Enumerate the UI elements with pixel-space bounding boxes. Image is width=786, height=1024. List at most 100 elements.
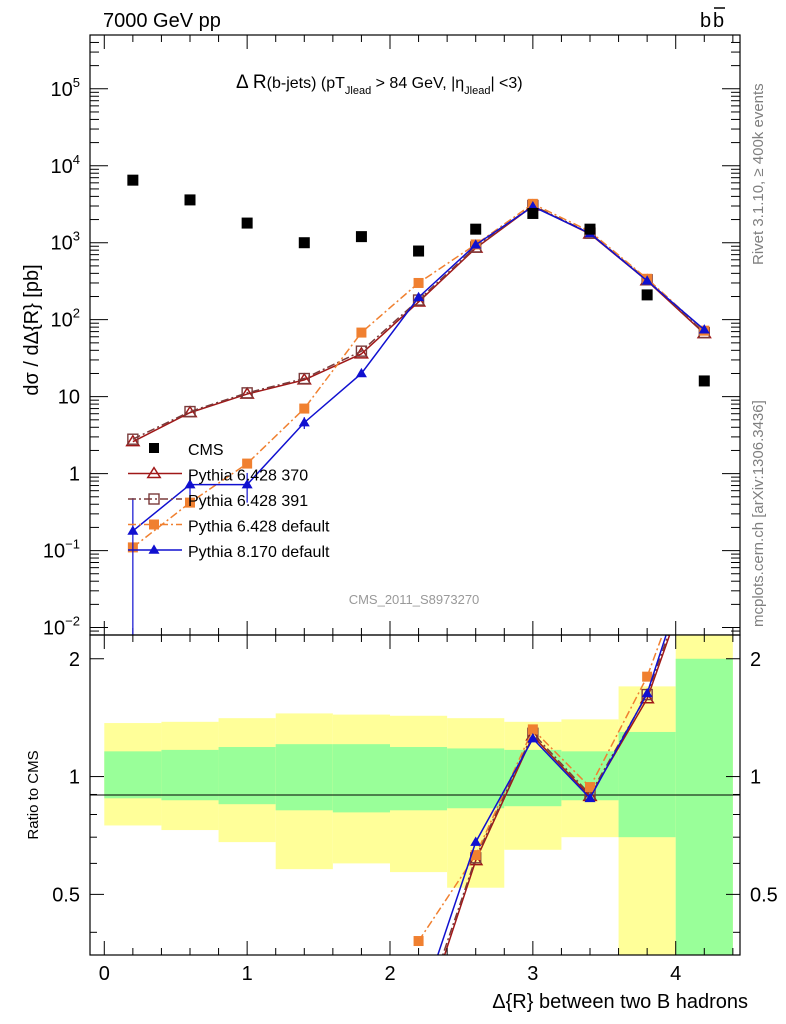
collision-label: 7000 GeV pp [103,10,221,32]
legend-entry: Pythia 6.428 391 [128,493,308,510]
x-tick-label: 3 [527,963,538,985]
legend-entry: Pythia 6.428 370 [128,466,308,485]
y-tick-label: 10−1 [43,537,80,563]
main-x-ticks [103,35,734,635]
y-tick-mantissa: 10 [43,618,65,640]
legend-entry: Pythia 8.170 default [128,544,330,561]
mcplots-label: mcplots.cern.ch [arXiv:1306.3436] [750,400,767,627]
ratio-line [443,635,671,955]
analysis-watermark: CMS_2011_S8973270 [349,592,480,607]
data-point [641,275,653,285]
series-pythia-6-428-370 [125,198,712,447]
data-point [355,345,368,357]
ratio-point [641,687,653,698]
stat-uncertainty-band [332,744,390,813]
ratio-point [470,850,481,861]
data-point [242,458,253,469]
data-point [413,245,425,257]
data-point [413,277,424,288]
series-cms [127,174,710,387]
ratio-point [470,836,482,846]
legend-entry: CMS [149,442,224,459]
ratio-bands [104,635,733,955]
data-point [470,239,482,249]
ratio-line [436,635,667,955]
data-point [184,405,196,418]
y-tick-mantissa: 10 [43,541,65,563]
y-tick-label: 1 [69,464,80,486]
rivet-label: Rivet 3.1.10, ≥ 400k events [750,83,767,265]
ratio-y-axis-label: Ratio to CMS [25,750,42,839]
data-point [184,479,196,489]
data-point [298,417,310,427]
legend-label: Pythia 6.428 391 [188,493,308,510]
process-label-b: b [700,10,711,32]
ratio-y-tick-label-right: 0.5 [750,884,778,906]
y-tick-exponent: 4 [73,152,80,167]
y-tick-exponent: 5 [73,75,80,90]
data-point [356,327,367,338]
ratio-y-tick-label-right: 1 [750,767,761,789]
stat-uncertainty-band [104,751,162,799]
data-point [127,174,139,186]
data-point [355,231,367,243]
ratio-ticks: 0 1 2 3 4 0.5 0.5 1 1 2 2 [52,635,778,985]
main-y-axis-label: dσ / dΔ{R} [pb] [21,264,43,395]
y-tick-label: 10−2 [43,614,80,640]
ratio-line [441,635,669,955]
legend-marker [149,443,159,453]
y-tick-label: 102 [51,306,80,332]
legend-label: CMS [188,442,224,459]
ratio-frame [89,634,741,956]
legend-marker [149,519,159,530]
ratio-point [527,733,539,743]
data-point [641,289,653,301]
ratio-point [584,792,596,803]
data-point [241,217,253,229]
y-tick-exponent: 2 [73,306,80,321]
stat-uncertainty-band [275,744,333,811]
stat-uncertainty-band [618,731,676,838]
legend-marker [146,466,162,479]
y-tick-mantissa: 10 [51,310,73,332]
y-tick-exponent: 3 [73,229,80,244]
data-point [127,525,139,535]
data-point [470,223,482,235]
y-tick-label: 105 [51,75,80,101]
x-tick-label: 0 [99,963,110,985]
series-line [132,205,705,443]
ratio-series [413,635,671,955]
y-tick-exponent: −2 [65,614,80,629]
legend-entry: Pythia 6.428 default [128,519,330,536]
data-point [127,433,139,445]
stat-uncertainty-band [218,747,276,805]
main-title: Δ R(b-jets) (pTJlead > 84 GeV, |ηJlead| … [236,72,523,97]
ratio-panel: 0 1 2 3 4 0.5 0.5 1 1 2 2 Ratio to CMS Δ{R} betwee… [25,634,778,1013]
stat-uncertainty-band [161,749,219,801]
process-label-bbar: b [713,10,724,32]
legend-marker [148,544,160,554]
main-series [125,174,712,635]
stat-uncertainty-band [447,748,505,809]
data-point [413,291,425,302]
legend-label: Pythia 6.428 370 [188,468,308,485]
stat-uncertainty-band [390,747,448,811]
data-point [298,372,310,385]
ratio-point [642,671,653,682]
x-axis-label: Δ{R} between two B hadrons [492,991,748,1013]
ratio-series-pythia-8-170-default [436,635,667,955]
legend-label: Pythia 8.170 default [188,544,330,561]
y-tick-label: 104 [51,152,80,178]
y-tick-mantissa: 10 [51,156,73,178]
y-tick-label: 10 [58,387,80,409]
data-point [241,387,253,399]
legend-label: Pythia 6.428 default [188,519,330,536]
legend-marker [148,493,160,505]
ratio-y-tick-label-left: 2 [69,649,80,671]
y-tick-mantissa: 1 [69,464,80,486]
data-point [125,434,141,447]
y-tick-exponent: −1 [65,537,80,552]
